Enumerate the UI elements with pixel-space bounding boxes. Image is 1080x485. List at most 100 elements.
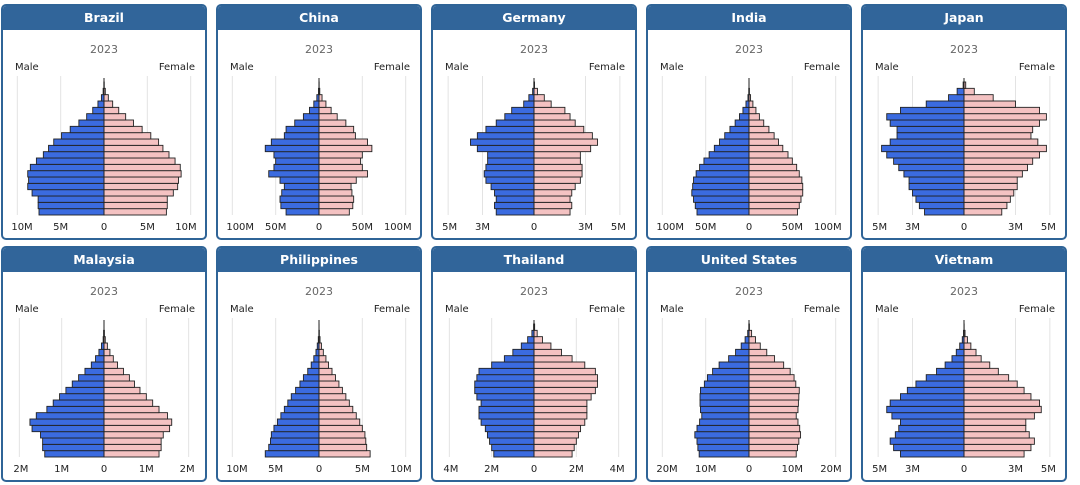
- female-bar: [748, 201, 800, 210]
- male-bar: [504, 113, 535, 121]
- female-bar: [748, 125, 770, 134]
- male-bar: [693, 176, 750, 184]
- female-bar: [533, 195, 571, 203]
- male-bar: [729, 125, 750, 134]
- female-bar: [748, 100, 754, 108]
- male-bar: [734, 119, 750, 127]
- panel-title: Vietnam: [863, 248, 1065, 272]
- female-bar: [533, 138, 598, 146]
- female-bar: [963, 157, 1034, 165]
- male-bar: [310, 361, 320, 369]
- female-bar: [963, 94, 994, 102]
- male-bar: [491, 361, 535, 369]
- pyramid-panel: United States 2023 Male Female 20M 10M 0 10M 20M: [646, 246, 852, 482]
- male-bar: [891, 412, 965, 420]
- female-bar: [963, 195, 1011, 203]
- pyramid-chart: 2023 Male Female 5M 3M 0 3M 5M: [872, 285, 1056, 475]
- tick-label: 20M: [820, 464, 841, 475]
- tick-label: 5M: [442, 222, 457, 233]
- female-bar: [963, 348, 977, 357]
- male-bar: [694, 201, 750, 210]
- male-bar: [486, 431, 535, 439]
- female-bar: [963, 151, 1040, 159]
- female-bar: [748, 170, 800, 178]
- male-bar: [886, 151, 965, 159]
- male-bar: [290, 393, 320, 401]
- male-bar: [46, 405, 105, 414]
- female-bar: [103, 399, 154, 407]
- male-bar: [279, 195, 320, 203]
- male-bar: [294, 119, 320, 127]
- female-bar: [318, 100, 327, 108]
- male-bar: [487, 157, 535, 165]
- male-bar: [703, 380, 750, 388]
- male-bar: [65, 386, 105, 395]
- male-bar: [699, 418, 750, 426]
- female-label: Female: [804, 304, 840, 315]
- female-bar: [318, 443, 368, 452]
- male-bar: [28, 176, 105, 184]
- male-bar: [48, 144, 105, 153]
- male-bar: [696, 208, 750, 216]
- female-bar: [748, 450, 797, 458]
- female-bar: [748, 424, 801, 433]
- female-bar: [533, 412, 588, 420]
- male-bar: [908, 182, 965, 191]
- male-bar: [896, 125, 965, 134]
- female-bar: [748, 182, 804, 191]
- female-bar: [963, 189, 1015, 197]
- female-bar: [748, 132, 775, 140]
- male-bar: [270, 431, 320, 439]
- male-bar: [915, 380, 965, 388]
- panel-title: Germany: [433, 6, 635, 30]
- male-bar: [59, 393, 105, 401]
- chart-year: 2023: [735, 285, 763, 298]
- pyramid-chart: 2023 Male Female 5M 3M 0 3M 5M: [442, 43, 626, 233]
- pyramid-chart: 2023 Male Female 5M 3M 0 3M 5M: [872, 43, 1056, 233]
- male-bar: [270, 437, 320, 445]
- female-bar: [963, 336, 968, 344]
- male-bar: [476, 393, 535, 401]
- female-bar: [533, 405, 588, 414]
- female-bar: [748, 163, 798, 172]
- male-bar: [700, 386, 750, 395]
- male-bar: [287, 399, 320, 407]
- panel-title: Brazil: [3, 6, 205, 30]
- chart-year: 2023: [950, 43, 978, 56]
- tick-label: 0: [531, 464, 537, 475]
- female-bar: [533, 437, 577, 445]
- panel-title: Malaysia: [3, 248, 205, 272]
- male-bar: [894, 431, 965, 439]
- female-bar: [963, 119, 1040, 127]
- female-bar: [963, 208, 1003, 216]
- pyramid-panel: Brazil 2023 Male Female 10M 5M 0 5M 10M: [1, 4, 207, 240]
- female-bar: [103, 157, 176, 165]
- female-bar: [318, 361, 329, 369]
- female-bar: [748, 138, 779, 146]
- male-bar: [273, 151, 320, 159]
- tick-label: 5M: [268, 464, 283, 475]
- female-bar: [318, 386, 343, 395]
- male-bar: [71, 380, 105, 388]
- female-label: Female: [1019, 62, 1055, 73]
- male-bar: [889, 138, 965, 146]
- male-bar: [299, 380, 320, 388]
- tick-label: 0: [961, 464, 967, 475]
- tick-label: 0: [316, 222, 322, 233]
- female-bar: [748, 437, 800, 445]
- female-bar: [318, 380, 340, 388]
- male-bar: [44, 450, 105, 458]
- female-bar: [963, 170, 1023, 178]
- female-bar: [318, 151, 363, 159]
- female-bar: [103, 405, 160, 414]
- male-bar: [285, 125, 320, 134]
- male-bar: [476, 132, 535, 140]
- male-bar: [27, 182, 105, 191]
- male-bar: [273, 424, 320, 433]
- male-bar: [528, 94, 535, 102]
- male-bar: [948, 94, 965, 102]
- male-bar: [480, 418, 535, 426]
- male-bar: [493, 450, 535, 458]
- female-bar: [103, 182, 179, 191]
- male-bar: [268, 170, 320, 178]
